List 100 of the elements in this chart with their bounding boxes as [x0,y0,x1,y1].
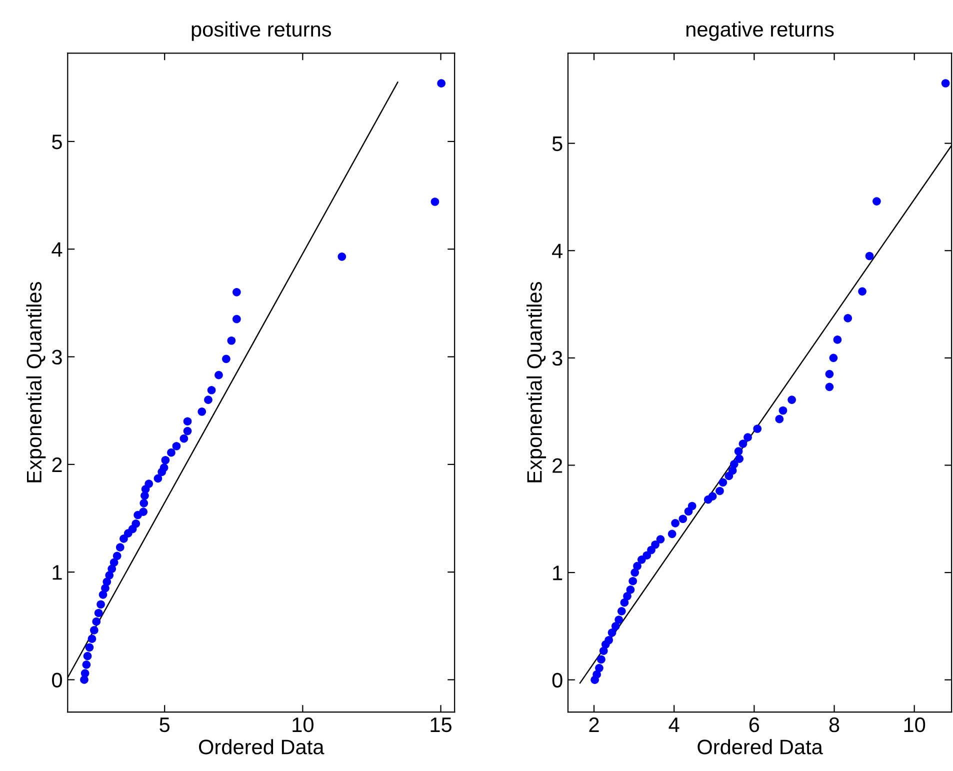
x-tick-label: 5 [160,718,170,732]
point [132,519,140,528]
point [161,456,170,464]
point [232,314,241,324]
point [437,79,446,88]
point [738,440,748,448]
point [734,447,743,456]
point [730,460,738,468]
point [626,586,635,594]
point [144,480,154,488]
point [872,197,881,206]
point [744,433,752,442]
point [120,534,128,543]
point [735,454,744,463]
point [222,354,230,364]
point [778,406,788,415]
y-tick-label: 1 [553,566,562,580]
point [116,543,124,552]
point [671,519,680,528]
y-tick-label: 4 [552,244,563,258]
point [865,252,874,260]
point [94,608,103,618]
point [718,478,728,487]
point [604,636,613,644]
point [167,448,176,457]
y-tick-label: 4 [52,242,62,257]
point [656,535,665,544]
point [611,622,620,630]
point [227,336,236,345]
x-tick-label: 10 [292,717,314,732]
point [232,288,241,296]
point [85,643,94,652]
point [183,426,192,436]
point [775,414,784,424]
point [678,514,688,524]
y-tick-label: 1 [52,565,62,580]
point [708,492,717,501]
y-axis-title: Exponential Quantiles [526,282,546,482]
point [753,424,762,433]
point [825,382,834,392]
point [941,79,950,88]
point [642,551,652,560]
point [628,576,638,586]
point [338,252,346,261]
x-tick-label: 2 [589,717,599,732]
point [430,198,440,206]
x-tick-label: 10 [904,717,926,732]
y-tick-label: 2 [552,458,562,473]
point [214,370,223,380]
y-tick-label: 0 [52,672,62,688]
point [140,499,148,508]
x-tick-label: 15 [430,718,452,732]
y-axis-title: Exponential Quantiles [26,282,46,482]
y-tick-label: 5 [552,136,562,152]
y-tick-label: 3 [52,350,62,365]
point [630,568,640,577]
y-tick-label: 2 [52,457,62,472]
x-axis-title: Ordered Data [199,739,324,754]
point [112,552,122,560]
point [183,417,192,426]
point [597,655,606,664]
point [96,600,105,609]
point [90,626,98,634]
point [110,558,118,567]
point [833,336,842,344]
point [180,434,188,443]
point [716,486,724,496]
point [154,474,162,483]
point [207,386,216,394]
point [595,664,604,672]
point [844,314,852,322]
point [633,562,642,570]
point [825,370,834,378]
point [614,616,624,624]
point [608,628,616,637]
point [668,530,676,538]
chart-title: positive returns [192,21,332,41]
y-tick-label: 0 [552,672,562,688]
y-tick-label: 5 [52,134,62,150]
point [92,617,101,626]
point [620,598,629,607]
x-axis-title: Ordered Data [698,739,823,754]
point [204,396,212,404]
point [198,408,206,416]
point [105,571,114,580]
point [651,540,660,549]
point [788,396,796,404]
x-tick-label: 8 [829,717,840,732]
point [829,354,838,362]
x-tick-label: 6 [749,717,760,732]
point [172,442,181,450]
point [160,463,168,472]
point [688,502,696,510]
point [80,669,90,678]
y-tick-label: 3 [552,350,562,366]
point [88,634,96,643]
point [82,660,91,669]
point [139,508,148,516]
point [83,652,92,660]
x-tick-label: 4 [668,718,680,732]
